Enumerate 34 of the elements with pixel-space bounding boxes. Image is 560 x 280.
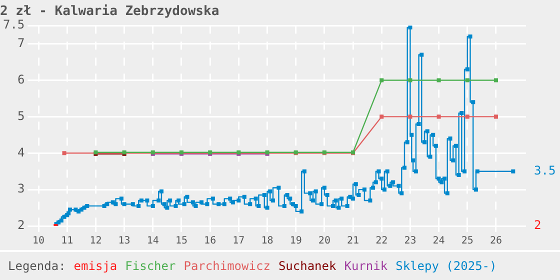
- x-tick-label: 14: [146, 236, 159, 247]
- y-tick-label: 2: [17, 218, 25, 232]
- x-tick-label: 20: [318, 236, 330, 247]
- y-tick-label: 7: [17, 36, 25, 50]
- y-tick-label: 3: [17, 182, 25, 196]
- text: emisja: [74, 259, 118, 273]
- text: 2: [534, 218, 542, 232]
- text: Fischer: [125, 259, 176, 273]
- x-tick-label: 11: [61, 236, 74, 247]
- x-tick-label: 16: [204, 236, 216, 247]
- y-tick-label: 5: [17, 108, 25, 123]
- y-tick-label: 6: [17, 72, 25, 86]
- x-tick-label: 12: [90, 236, 102, 247]
- chart-title: 2 zł - Kalwaria Zebrzydowska: [0, 4, 220, 20]
- x-tick-label: 19: [290, 236, 302, 247]
- x-tick-label: 22: [376, 236, 388, 247]
- x-tick-label: 26: [490, 236, 502, 247]
- x-tick-label: 23: [404, 236, 416, 247]
- x-tick-label: 18: [261, 236, 274, 247]
- x-tick-label: 25: [461, 236, 474, 247]
- x-tick-label: 17: [232, 236, 245, 247]
- text: Sklepy (2025-): [396, 259, 497, 273]
- y-tick-label: 7.5: [2, 18, 25, 32]
- text: Parchimowicz: [184, 259, 270, 273]
- x-tick-label: 13: [118, 236, 130, 247]
- x-tick-label: 24: [432, 236, 445, 247]
- legend-title: Legenda:: [8, 259, 66, 273]
- y-tick-label: 4: [17, 145, 25, 160]
- text: Suchanek: [278, 259, 336, 273]
- annotation: 3.5: [534, 163, 556, 178]
- text: Kurnik: [344, 259, 388, 273]
- x-tick-label: 21: [347, 236, 360, 247]
- x-tick-label: 10: [32, 236, 45, 247]
- x-tick-label: 15: [175, 236, 188, 247]
